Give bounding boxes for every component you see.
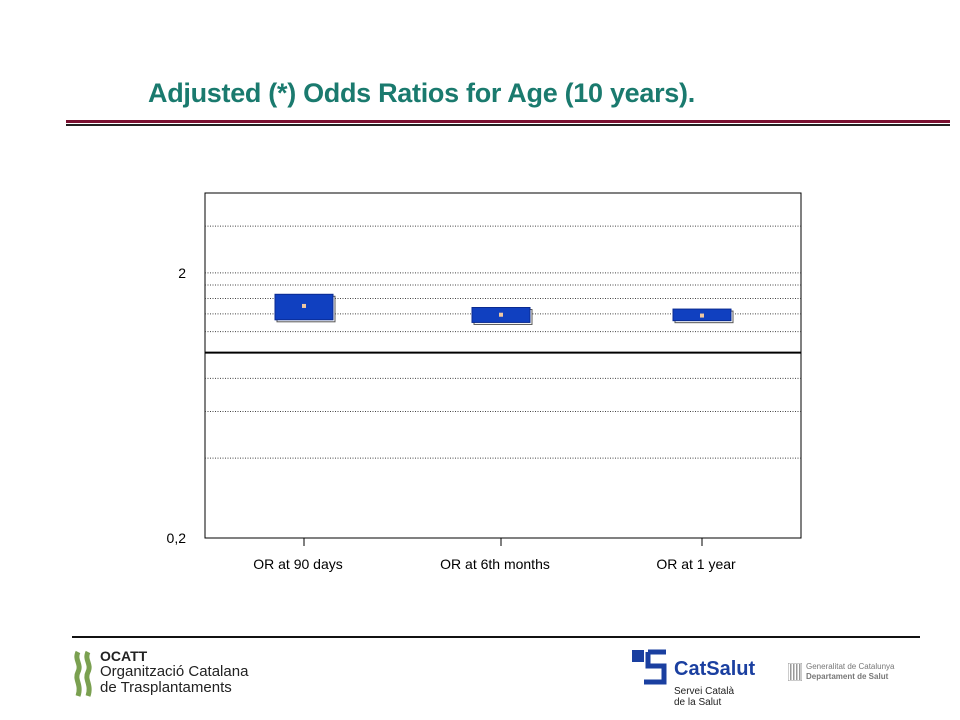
catsalut-sub-line1: Servei Català xyxy=(674,686,735,697)
catsalut-wordmark: CatSalut xyxy=(674,658,756,680)
ocatt-abbrev: OCATT xyxy=(100,648,148,664)
ocatt-name-line2: de Trasplantaments xyxy=(100,679,232,696)
footer-rule xyxy=(72,636,920,638)
catsalut-logo: CatSalut Servei Català de la Salut xyxy=(630,646,780,710)
estimate-marker xyxy=(302,303,306,308)
catsalut-sub-line2: de la Salut xyxy=(674,697,722,708)
ocatt-name-line1: Organització Catalana xyxy=(100,663,249,680)
plot-frame xyxy=(204,192,802,539)
catsalut-logo-icon xyxy=(632,649,667,685)
x-tick-label: OR at 90 days xyxy=(253,556,343,572)
y-tick-label: 2 xyxy=(178,265,186,281)
estimate-marker xyxy=(499,312,503,317)
gencat-line1: Generalitat de Catalunya xyxy=(806,662,895,671)
gencat-stripes-icon xyxy=(788,663,802,681)
y-tick-label: 0,2 xyxy=(167,530,187,546)
odds-ratio-chart: 0,2 2 OR at 90 days OR at 6th months OR at 1… xyxy=(167,192,802,572)
x-tick-label: OR at 1 year xyxy=(656,556,736,572)
ocatt-logo: OCATT Organització Catalana de Trasplant… xyxy=(72,648,272,700)
slide-title: Adjusted (*) Odds Ratios for Age (10 yea… xyxy=(148,78,695,108)
estimate-marker xyxy=(700,313,704,318)
title-rule-accent xyxy=(66,120,950,123)
title-rule xyxy=(66,124,950,126)
ocatt-logo-icon xyxy=(74,650,92,697)
gencat-line2: Departament de Salut xyxy=(806,672,889,681)
x-tick-label: OR at 6th months xyxy=(440,556,550,572)
gencat-logo: Generalitat de Catalunya Departament de … xyxy=(788,662,918,684)
